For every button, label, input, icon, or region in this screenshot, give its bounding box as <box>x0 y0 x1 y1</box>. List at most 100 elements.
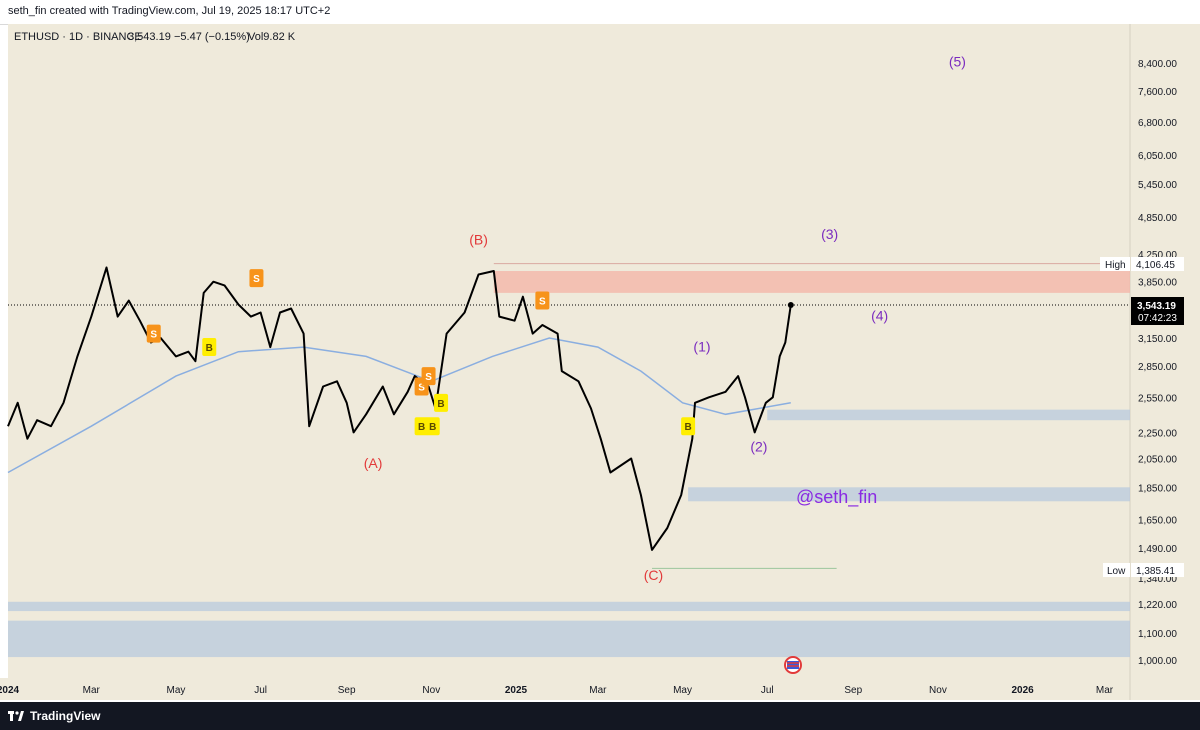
y-tick-label: 5,450.00 <box>1138 180 1177 191</box>
high-label: High <box>1105 260 1126 271</box>
wave-label: (3) <box>821 226 838 242</box>
sell-badge-label: S <box>425 372 432 383</box>
buy-signal-badge: B <box>434 393 449 412</box>
y-tick-label: 1,220.00 <box>1138 600 1177 611</box>
zones-layer <box>8 271 1130 658</box>
flag-icon[interactable] <box>784 656 802 674</box>
x-tick-label: Mar <box>589 685 607 696</box>
x-tick-label: May <box>673 685 692 696</box>
buy-badge-label: B <box>437 399 444 410</box>
low-price-tag: Low 1,385.41 <box>1103 563 1184 577</box>
x-tick-label: Jul <box>761 685 774 696</box>
y-tick-label: 4,850.00 <box>1138 213 1177 224</box>
y-tick-label: 2,050.00 <box>1138 455 1177 466</box>
x-tick-label: 2026 <box>1011 685 1034 696</box>
demand-zone <box>767 409 1130 421</box>
sell-signal-badge: S <box>535 291 550 310</box>
low-label: Low <box>1107 566 1126 577</box>
buy-badge-label: B <box>429 422 436 433</box>
buy-badge-shape <box>202 338 217 357</box>
y-tick-label: 2,550.00 <box>1138 393 1177 404</box>
sell-signal-badge: S <box>421 367 436 386</box>
y-tick-label: 2,850.00 <box>1138 362 1177 373</box>
time-axis[interactable] <box>0 678 1200 700</box>
price-axis[interactable] <box>1130 24 1200 700</box>
bar-countdown: 07:42:23 <box>1138 313 1177 324</box>
buy-signal-badge: B <box>414 417 429 436</box>
sell-signal-badge: S <box>146 324 161 343</box>
low-value: 1,385.41 <box>1136 566 1175 577</box>
buy-badge-shape <box>414 417 429 436</box>
wave-label: (B) <box>469 231 488 247</box>
y-tick-label: 1,000.00 <box>1138 656 1177 667</box>
buy-signal-badge: B <box>202 338 217 357</box>
demand-zone <box>688 487 1130 502</box>
wave-label: (1) <box>693 339 710 355</box>
sell-badge-shape <box>421 367 436 386</box>
sell-badge-label: S <box>539 297 546 308</box>
x-axis-ticks: 2024 Mar May Jul Sep Nov 2025 Mar May Jul Sep Nov 20… <box>0 685 1114 696</box>
y-axis-ticks: 8,400.00 7,600.00 6,800.00 6,050.00 5,450.00… <box>1138 59 1177 667</box>
plot-background <box>8 24 1130 678</box>
high-value: 4,106.45 <box>1136 260 1175 271</box>
y-tick-label: 6,800.00 <box>1138 118 1177 129</box>
buy-badge-shape <box>681 417 696 436</box>
x-tick-label: Mar <box>83 685 101 696</box>
wave-label: (2) <box>750 439 767 455</box>
y-tick-label: 2,250.00 <box>1138 428 1177 439</box>
footer-bar: TradingView <box>0 702 1200 730</box>
legend-change: −5.47 (−0.15%) <box>174 31 250 43</box>
y-tick-label: 1,490.00 <box>1138 544 1177 555</box>
x-tick-label: Sep <box>844 685 862 696</box>
wave-labels-layer: (A) (B) (C) (1) (2) (3) (4) (5) <box>364 53 966 583</box>
y-tick-label: 7,600.00 <box>1138 87 1177 98</box>
tradingview-logo-icon <box>8 711 24 721</box>
levels-layer <box>8 263 1130 569</box>
x-tick-label: 2025 <box>505 685 528 696</box>
buy-badge-label: B <box>418 422 425 433</box>
current-price-tag: 3,543.19 07:42:23 <box>1131 297 1184 325</box>
buy-badge-label: B <box>684 422 691 433</box>
sell-badge-label: S <box>253 274 260 285</box>
legend-price: 3,543.19 <box>128 31 171 43</box>
sell-badge-shape <box>146 324 161 343</box>
sell-badge-label: S <box>150 330 157 341</box>
footer-brand: TradingView <box>30 709 101 723</box>
high-price-tag: High 4,106.45 <box>1100 257 1184 271</box>
buy-signal-badge: B <box>425 417 440 436</box>
supply-zone <box>493 271 1130 293</box>
x-tick-label: Nov <box>422 685 440 696</box>
sell-badge-label: S <box>418 382 425 393</box>
buy-badge-shape <box>434 393 449 412</box>
buy-badge-shape <box>425 417 440 436</box>
x-tick-label: 2024 <box>0 685 20 696</box>
buy-badge-label: B <box>206 343 213 354</box>
wave-label: (A) <box>364 455 383 471</box>
x-tick-label: May <box>166 685 185 696</box>
watermark-text: @seth_fin <box>796 487 877 508</box>
wave-label: (4) <box>871 308 888 324</box>
y-tick-label: 3,850.00 <box>1138 278 1177 289</box>
y-tick-label: 4,250.00 <box>1138 250 1177 261</box>
current-price-value: 3,543.19 <box>1137 301 1176 312</box>
wave-label: (C) <box>644 567 663 583</box>
legend-volume: Vol9.82 K <box>248 31 296 43</box>
y-tick-label: 1,650.00 <box>1138 515 1177 526</box>
moving-average-layer <box>7 337 791 474</box>
y-tick-label: 1,850.00 <box>1138 483 1177 494</box>
attribution-text: seth_fin created with TradingView.com, J… <box>8 5 331 17</box>
x-tick-label: Sep <box>338 685 356 696</box>
x-tick-label: Jul <box>254 685 267 696</box>
buy-signal-badge: B <box>681 417 696 436</box>
sell-signal-badge: S <box>249 269 264 288</box>
demand-zone <box>8 620 1130 658</box>
attribution-bar: seth_fin created with TradingView.com, J… <box>0 0 1200 25</box>
sell-badge-shape <box>535 291 550 310</box>
y-tick-label: 8,400.00 <box>1138 59 1177 70</box>
last-price-point <box>787 302 794 309</box>
y-tick-label: 6,050.00 <box>1138 151 1177 162</box>
